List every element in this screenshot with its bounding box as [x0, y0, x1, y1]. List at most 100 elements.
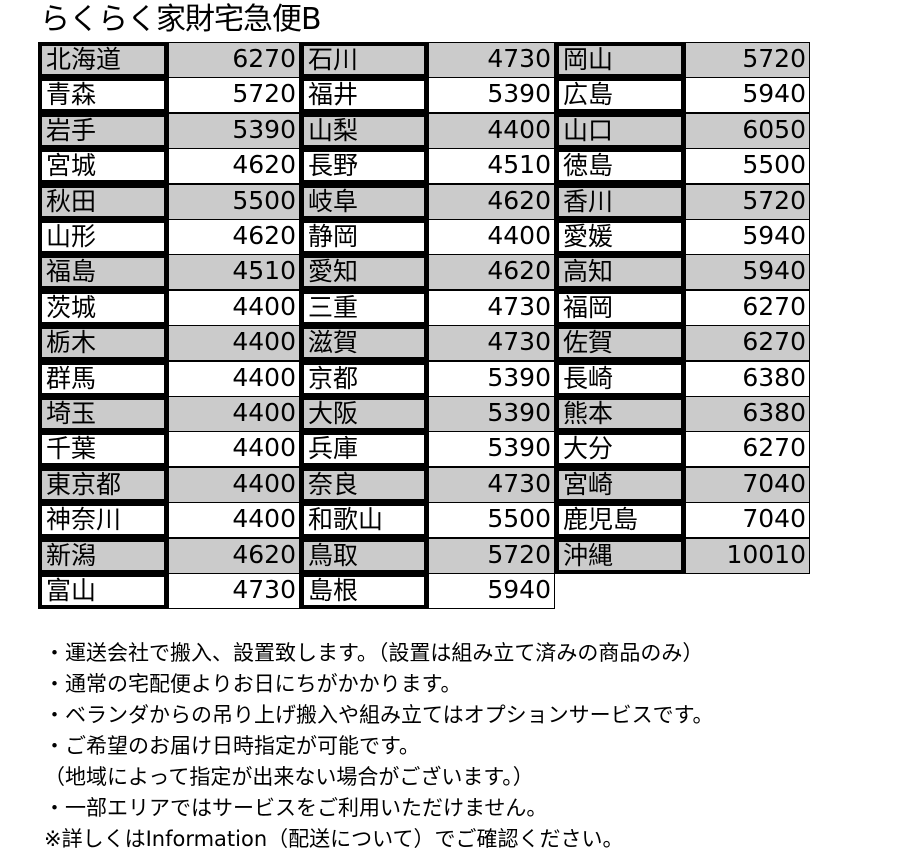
shipping-price: 4620 — [168, 148, 300, 184]
shipping-price: 5390 — [428, 361, 555, 397]
shipping-price: 5720 — [428, 538, 555, 574]
prefecture-name: 和歌山 — [300, 502, 428, 538]
prefecture-name: 青森 — [38, 77, 168, 113]
note-line: ・ご希望のお届け日時指定が可能です。 — [44, 734, 420, 758]
prefecture-name: 山形 — [38, 219, 168, 255]
shipping-price: 6270 — [685, 325, 810, 361]
prefecture-name: 大阪 — [300, 396, 428, 432]
prefecture-name: 埼玉 — [38, 396, 168, 432]
prefecture-name: 秋田 — [38, 184, 168, 220]
note-line: ・一部エリアではサービスをご利用いただけません。 — [44, 796, 548, 820]
shipping-price: 6270 — [685, 290, 810, 326]
shipping-price: 6270 — [685, 431, 810, 467]
prefecture-name: 神奈川 — [38, 502, 168, 538]
prefecture-name: 北海道 — [38, 42, 168, 78]
notes: ・運送会社で搬入、設置致します。（設置は組み立て済みの商品のみ） ・通常の宅配便… — [44, 638, 713, 855]
prefecture-name: 新潟 — [38, 538, 168, 574]
shipping-price: 6380 — [685, 396, 810, 432]
shipping-price: 4730 — [428, 325, 555, 361]
prefecture-name: 岐阜 — [300, 184, 428, 220]
shipping-price: 6050 — [685, 113, 810, 149]
shipping-price: 7040 — [685, 502, 810, 538]
prefecture-name: 静岡 — [300, 219, 428, 255]
prefecture-name: 岡山 — [555, 42, 685, 78]
prefecture-name: 熊本 — [555, 396, 685, 432]
prefecture-name: 香川 — [555, 184, 685, 220]
shipping-price: 4400 — [428, 219, 555, 255]
shipping-price: 4400 — [168, 467, 300, 503]
shipping-price: 5940 — [685, 219, 810, 255]
shipping-price: 6270 — [168, 42, 300, 78]
prefecture-name: 沖縄 — [555, 538, 685, 574]
prefecture-name: 岩手 — [38, 113, 168, 149]
prefecture-name: 福岡 — [555, 290, 685, 326]
prefecture-name: 宮城 — [38, 148, 168, 184]
shipping-price: 5720 — [685, 42, 810, 78]
prefecture-name: 愛知 — [300, 254, 428, 290]
prefecture-name: 長崎 — [555, 361, 685, 397]
shipping-price: 4400 — [428, 113, 555, 149]
shipping-price: 4400 — [168, 361, 300, 397]
prefecture-name: 長野 — [300, 148, 428, 184]
prefecture-name: 千葉 — [38, 431, 168, 467]
shipping-price: 4730 — [428, 42, 555, 78]
prefecture-name: 鹿児島 — [555, 502, 685, 538]
shipping-price: 4400 — [168, 502, 300, 538]
prefecture-name: 愛媛 — [555, 219, 685, 255]
prefecture-name: 島根 — [300, 573, 428, 609]
shipping-price: 5500 — [685, 148, 810, 184]
shipping-price: 4510 — [428, 148, 555, 184]
shipping-price: 5390 — [428, 77, 555, 113]
shipping-price: 4510 — [168, 254, 300, 290]
shipping-price: 5500 — [428, 502, 555, 538]
shipping-price: 6380 — [685, 361, 810, 397]
shipping-price: 5390 — [428, 396, 555, 432]
shipping-price: 5500 — [168, 184, 300, 220]
prefecture-name: 富山 — [38, 573, 168, 609]
shipping-price: 4400 — [168, 431, 300, 467]
prefecture-name: 福島 — [38, 254, 168, 290]
prefecture-name: 三重 — [300, 290, 428, 326]
prefecture-name: 栃木 — [38, 325, 168, 361]
shipping-price: 4400 — [168, 325, 300, 361]
prefecture-name: 東京都 — [38, 467, 168, 503]
shipping-price: 4620 — [428, 184, 555, 220]
prefecture-name: 鳥取 — [300, 538, 428, 574]
prefecture-name: 宮崎 — [555, 467, 685, 503]
shipping-price: 4400 — [168, 290, 300, 326]
prefecture-name: 京都 — [300, 361, 428, 397]
shipping-price: 5720 — [685, 184, 810, 220]
prefecture-name: 山口 — [555, 113, 685, 149]
shipping-price: 4620 — [168, 538, 300, 574]
shipping-price: 5390 — [428, 431, 555, 467]
shipping-price: 5940 — [685, 254, 810, 290]
prefecture-name: 徳島 — [555, 148, 685, 184]
shipping-price: 4730 — [428, 290, 555, 326]
shipping-price: 5390 — [168, 113, 300, 149]
prefecture-name: 茨城 — [38, 290, 168, 326]
shipping-price: 10010 — [685, 538, 810, 574]
prefecture-name: 福井 — [300, 77, 428, 113]
shipping-price: 5940 — [428, 573, 555, 609]
note-line: （地域によって指定が出来ない場合がございます。） — [44, 765, 534, 789]
shipping-price: 5940 — [685, 77, 810, 113]
shipping-price: 4620 — [168, 219, 300, 255]
prefecture-name: 佐賀 — [555, 325, 685, 361]
note-line: ・運送会社で搬入、設置致します。（設置は組み立て済みの商品のみ） — [44, 641, 704, 665]
shipping-price: 4400 — [168, 396, 300, 432]
prefecture-name: 山梨 — [300, 113, 428, 149]
prefecture-name: 兵庫 — [300, 431, 428, 467]
prefecture-name: 大分 — [555, 431, 685, 467]
note-line: ・ベランダからの吊り上げ搬入や組み立てはオプションサービスです。 — [44, 703, 714, 727]
shipping-price: 4620 — [428, 254, 555, 290]
prefecture-name: 群馬 — [38, 361, 168, 397]
prefecture-name: 奈良 — [300, 467, 428, 503]
shipping-price: 7040 — [685, 467, 810, 503]
shipping-price: 5720 — [168, 77, 300, 113]
prefecture-name: 高知 — [555, 254, 685, 290]
note-line: ・通常の宅配便よりお日にちがかかります。 — [44, 672, 462, 696]
prefecture-name: 滋賀 — [300, 325, 428, 361]
prefecture-name: 石川 — [300, 42, 428, 78]
prefecture-name: 広島 — [555, 77, 685, 113]
shipping-price: 4730 — [168, 573, 300, 609]
